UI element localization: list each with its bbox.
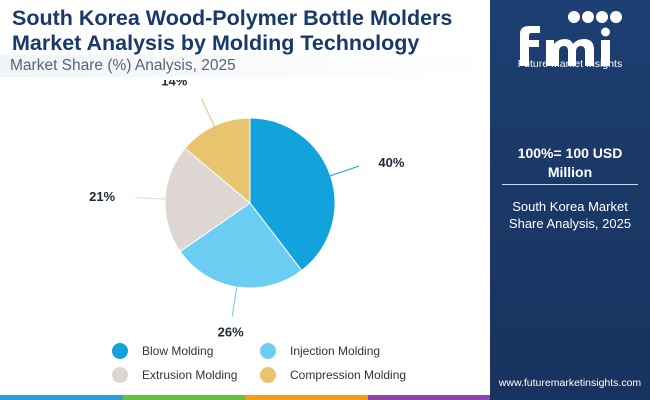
footer-bar-segment: [122, 395, 245, 400]
data-label-blow-molding: 40%: [378, 155, 404, 170]
page-title: South Korea Wood-Polymer Bottle Molders …: [12, 6, 482, 56]
legend-item-compression-molding: Compression Molding: [260, 366, 406, 384]
chart-subtitle: Market Share (%) Analysis, 2025: [10, 57, 236, 74]
leader-line-compression-molding: [201, 98, 216, 128]
footer-bar-segment: [367, 395, 490, 400]
legend-swatch: [260, 367, 276, 383]
fmi-logo-icon: [520, 11, 622, 66]
legend-label: Extrusion Molding: [142, 368, 238, 382]
pie-chart: 40% 26% 21% 14%: [89, 80, 405, 339]
chart-panel: South Korea Wood-Polymer Bottle Molders …: [0, 6, 490, 400]
legend-item-extrusion-molding: Extrusion Molding: [112, 366, 237, 384]
leader-line-blow-molding: [328, 165, 360, 177]
subtitle-bar: Market Share (%) Analysis, 2025: [0, 55, 490, 77]
data-label-injection-molding: 26%: [218, 324, 244, 339]
data-label-extrusion-molding: 21%: [89, 189, 115, 204]
legend-label: Blow Molding: [142, 344, 214, 358]
market-value-label: 100%= 100 USD Million: [517, 145, 623, 180]
data-label-compression-molding: 14%: [161, 80, 187, 89]
leader-line-injection-molding: [231, 284, 238, 317]
legend-item-injection-molding: Injection Molding: [260, 342, 380, 360]
leader-line-extrusion-molding: [135, 197, 168, 200]
footer-bar-segment: [245, 395, 368, 400]
title-block: South Korea Wood-Polymer Bottle Molders …: [12, 6, 482, 56]
legend-item-blow-molding: Blow Molding: [112, 342, 213, 360]
pie-chart-area: 40% 26% 21% 14%: [0, 80, 490, 340]
title-line-2: Market Analysis by Molding Technology: [12, 31, 420, 55]
legend-label: Compression Molding: [290, 368, 407, 382]
website-link[interactable]: www.futuremarketinsights.com: [498, 377, 642, 389]
legend-label: Injection Molding: [290, 344, 381, 358]
logo-wordmark: Future Market Insights: [517, 58, 623, 70]
chart-legend: Blow Molding Injection Molding Extrusion…: [112, 342, 442, 384]
legend-swatch: [260, 343, 276, 359]
footer-color-bar: [0, 395, 490, 400]
footer-bar-segment: [0, 395, 123, 400]
market-description: South Korea Market Share Analysis, 2025: [508, 199, 632, 231]
legend-swatch: [112, 367, 128, 383]
divider: [502, 184, 638, 185]
info-sidebar: Future Market Insights 100%= 100 USD Mil…: [490, 0, 650, 400]
title-line-1: South Korea Wood-Polymer Bottle Molders: [12, 6, 453, 30]
legend-swatch: [112, 343, 128, 359]
